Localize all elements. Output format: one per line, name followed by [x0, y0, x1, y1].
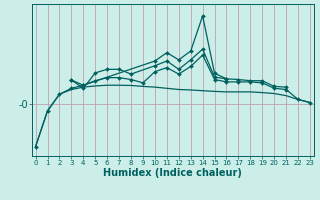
X-axis label: Humidex (Indice chaleur): Humidex (Indice chaleur): [103, 168, 242, 178]
